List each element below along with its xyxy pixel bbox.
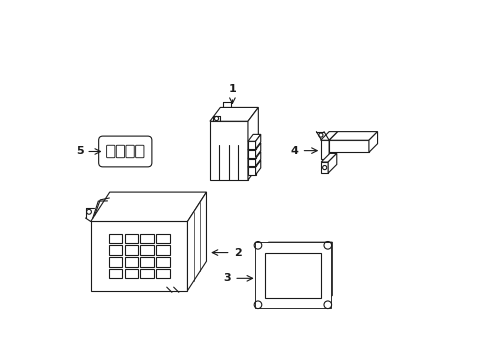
Bar [261,248,324,302]
Polygon shape [368,132,377,152]
Polygon shape [187,192,206,291]
Bar [124,257,138,267]
Bar [254,242,330,308]
Polygon shape [247,152,260,158]
Bar [247,158,255,166]
Bar [124,245,138,255]
Bar [90,221,187,291]
Polygon shape [324,242,332,302]
Bar [124,269,138,279]
Bar [264,253,320,297]
Bar [156,234,169,243]
Polygon shape [321,153,336,162]
Text: 4: 4 [289,146,298,156]
Bar [320,140,328,159]
Bar [247,150,255,158]
FancyBboxPatch shape [99,136,152,167]
Polygon shape [255,152,260,166]
Bar [140,257,153,267]
FancyBboxPatch shape [135,145,143,158]
Text: 5: 5 [76,147,83,157]
Text: 2: 2 [234,248,242,257]
Bar [140,234,153,243]
Bar [328,140,368,152]
Polygon shape [247,160,260,167]
Bar [156,245,169,255]
FancyBboxPatch shape [106,145,115,158]
Polygon shape [328,132,337,159]
Text: 1: 1 [228,84,236,94]
Bar [108,245,122,255]
Bar [124,234,138,243]
Polygon shape [209,107,258,121]
Polygon shape [255,134,260,149]
Bar [108,269,122,279]
Polygon shape [90,192,206,221]
Polygon shape [327,153,336,173]
Bar [108,257,122,267]
Bar [247,167,255,175]
Polygon shape [247,143,260,150]
Polygon shape [255,160,260,175]
FancyBboxPatch shape [126,145,134,158]
Bar [140,269,153,279]
Text: 3: 3 [224,273,231,283]
Polygon shape [247,107,258,180]
Bar [209,121,247,180]
Bar [156,269,169,279]
Bar [247,141,255,149]
Bar [140,245,153,255]
Polygon shape [255,143,260,158]
FancyBboxPatch shape [116,145,124,158]
Bar [156,257,169,267]
Bar [321,162,327,173]
Polygon shape [328,132,377,140]
Polygon shape [247,134,260,141]
Polygon shape [320,132,337,140]
Bar [108,234,122,243]
Polygon shape [261,242,332,248]
